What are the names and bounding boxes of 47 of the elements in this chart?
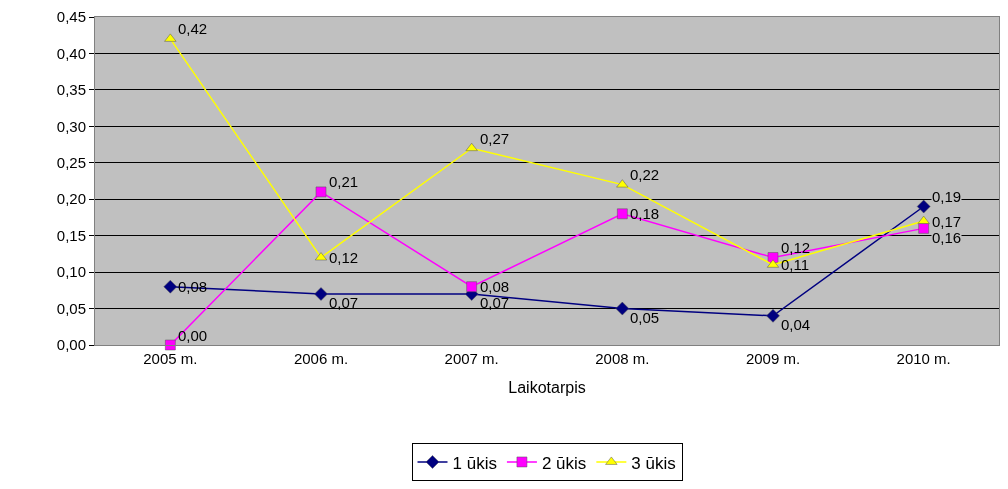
data-label: 0,18 — [630, 205, 660, 222]
y-tick-label: 0,05 — [56, 299, 86, 317]
x-axis-title: Laikotarpis — [508, 378, 586, 396]
y-tick-label: 0,10 — [56, 263, 86, 281]
point — [314, 287, 328, 301]
legend-label: 2 ūkis — [541, 453, 587, 473]
y-tick-label: 0,35 — [56, 81, 86, 99]
data-label: 0,07 — [480, 294, 510, 311]
point — [615, 301, 630, 316]
point — [766, 309, 780, 323]
data-label: 0,11 — [781, 256, 810, 273]
legend-label: 1 ūkis — [452, 453, 497, 473]
y-tick-label: 0,40 — [56, 44, 86, 62]
point — [315, 186, 327, 198]
data-label: 0,00 — [178, 327, 208, 344]
data-label: 0,42 — [178, 20, 208, 37]
point — [617, 208, 628, 220]
x-tick-label: 2008 m. — [595, 350, 650, 367]
data-label: 0,16 — [932, 229, 962, 246]
y-tick-label: 0,25 — [56, 154, 86, 172]
x-tick-label: 2006 m. — [293, 350, 349, 367]
data-label: 0,05 — [630, 309, 660, 326]
data-label: 0,07 — [329, 294, 359, 311]
legend-label: 3 ūkis — [631, 453, 676, 473]
point — [165, 339, 176, 351]
x-tick-label: 2010 m. — [896, 350, 951, 367]
y-tick-label: 0,45 — [56, 8, 86, 26]
data-label: 0,22 — [630, 166, 660, 183]
point — [916, 199, 931, 214]
data-label: 0,12 — [329, 249, 359, 266]
y-tick-label: 0,15 — [56, 226, 86, 244]
point — [163, 279, 178, 294]
x-tick-label: 2009 m. — [745, 350, 801, 367]
x-tick-label: 2007 m. — [444, 350, 499, 367]
x-tick-label: 2005 m. — [143, 350, 198, 367]
data-label: 0,17 — [932, 213, 962, 230]
y-tick-label: 0,00 — [56, 336, 86, 354]
data-label: 0,04 — [781, 316, 811, 333]
data-label: 0,19 — [932, 188, 962, 205]
y-tick-label: 0,30 — [56, 117, 86, 135]
point — [466, 281, 477, 292]
data-label: 0,08 — [480, 278, 510, 295]
data-label: 0,21 — [329, 173, 359, 190]
data-label: 0,27 — [480, 130, 510, 147]
data-label: 0,12 — [781, 239, 811, 256]
point — [918, 223, 929, 234]
y-tick-label: 0,20 — [56, 190, 86, 208]
